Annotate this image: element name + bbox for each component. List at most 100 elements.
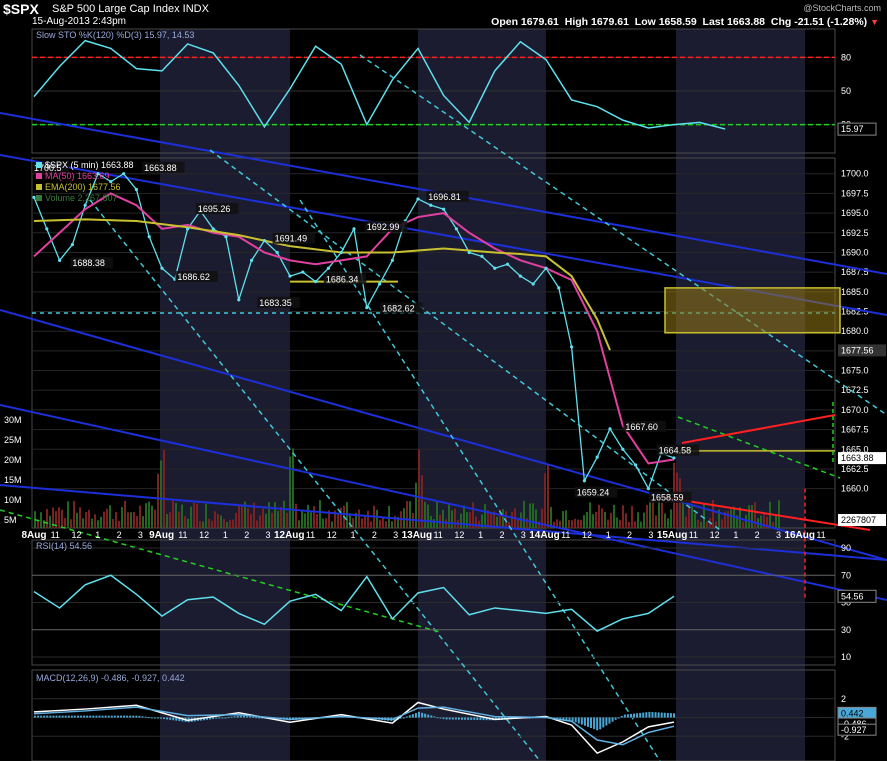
volume-bar — [598, 504, 600, 528]
volume-tick-5: 5M — [4, 515, 17, 525]
price-point — [544, 266, 548, 270]
gap-zone-box — [664, 287, 841, 334]
volume-bar — [70, 519, 72, 528]
macd-hist-bar — [556, 717, 559, 719]
x-label-5: 3 — [138, 530, 143, 540]
price-point — [134, 187, 138, 192]
macd-hist-bar — [163, 717, 166, 720]
volume-bar — [643, 512, 645, 528]
x-label-25: 11 — [561, 530, 570, 540]
volume-bar — [67, 501, 69, 528]
volume-bar — [196, 503, 198, 528]
volume-bar — [715, 521, 717, 528]
annotation-box-7 — [380, 302, 423, 314]
trendline-7 — [89, 199, 541, 761]
volume-bar — [43, 520, 45, 528]
trendline-10 — [0, 509, 441, 633]
macd-hist-bar — [672, 713, 675, 718]
volume-bar — [745, 514, 747, 528]
macd-hist-bar — [568, 717, 571, 721]
x-label-21: 1 — [478, 530, 483, 540]
sto-last-value: 15.97 — [841, 124, 864, 134]
volume-bar — [214, 511, 216, 528]
volume-bar — [628, 521, 630, 528]
volume-bar — [679, 478, 681, 528]
macd-hist-bar — [608, 717, 611, 724]
sto-tick-1: 50 — [841, 86, 851, 96]
price-point — [378, 282, 382, 286]
macd-hist-bar — [175, 717, 178, 721]
x-label-15: 1 — [351, 530, 356, 540]
x-label-9: 1 — [223, 530, 228, 540]
price-point — [109, 180, 113, 184]
price-point — [365, 305, 369, 310]
volume-bar — [754, 502, 756, 528]
macd-hist-bar — [70, 715, 73, 718]
macd-hist-bar — [648, 711, 651, 718]
legend-swatch-1 — [36, 173, 42, 179]
volume-bar — [619, 519, 621, 528]
volume-bar — [301, 509, 303, 528]
price-tick-8: 1680.0 — [841, 326, 869, 336]
volume-bar — [403, 508, 405, 528]
volume-bar — [274, 502, 276, 528]
annotation-box-6 — [364, 220, 408, 232]
volume-bar — [382, 517, 384, 528]
volume-bar — [307, 504, 309, 528]
macd-hist-bar — [218, 717, 221, 719]
volume-bar — [700, 521, 702, 528]
macd-hist-bar — [596, 717, 599, 731]
volume-bar — [421, 475, 423, 528]
price-tick-12: 1670.0 — [841, 405, 869, 415]
volume-bar — [646, 505, 648, 528]
price-point — [595, 455, 599, 459]
sto-last-badge — [837, 122, 877, 136]
macd-hist-bar — [669, 713, 672, 718]
macd-last-value-2: -0.927 — [841, 725, 867, 735]
volume-bar — [511, 511, 513, 528]
annotation-12: 1658.59 — [651, 493, 684, 503]
macd-hist-bar — [52, 715, 55, 718]
volume-bar — [148, 501, 150, 528]
price-point — [480, 254, 484, 259]
volume-bar — [622, 505, 624, 528]
macd-hist-bar — [433, 716, 436, 718]
macd-hist-bar — [40, 715, 43, 718]
volume-bar — [775, 515, 777, 528]
macd-hist-bar — [411, 714, 414, 718]
trendline-11 — [677, 416, 841, 479]
macd-hist-bar — [169, 717, 172, 720]
macd-hist-bar — [651, 712, 654, 718]
price-point — [582, 479, 587, 483]
price-point — [275, 250, 279, 255]
macd-hist-bar — [101, 715, 104, 718]
volume-bar — [286, 512, 288, 528]
volume-bar — [448, 503, 450, 528]
macd-hist-bar — [37, 715, 40, 718]
volume-bar — [703, 502, 705, 528]
price-tick-5: 1687.5 — [841, 267, 869, 277]
x-label-22: 2 — [499, 530, 504, 540]
price-point — [390, 258, 394, 262]
macd-hist-bar — [46, 715, 49, 718]
price-point — [70, 242, 74, 247]
volume-bar — [577, 519, 579, 528]
macd-hist-bar — [113, 715, 116, 718]
volume-bar — [259, 515, 261, 528]
macd-panel-frame — [31, 669, 836, 761]
volume-bar — [238, 505, 240, 528]
annotation-box-12 — [648, 491, 692, 503]
x-label-17: 3 — [393, 530, 398, 540]
macd-hist-bar — [245, 716, 248, 718]
price-point — [224, 235, 228, 239]
volume-bar — [88, 509, 90, 528]
volume-bar — [256, 520, 258, 528]
price-point — [518, 274, 523, 278]
volume-bar — [208, 518, 210, 528]
volume-bar — [736, 515, 738, 528]
annotation-box-13 — [32, 161, 69, 173]
volume-bar — [328, 510, 330, 528]
volume-bar — [655, 515, 657, 528]
macd-hist-bar — [249, 716, 252, 718]
